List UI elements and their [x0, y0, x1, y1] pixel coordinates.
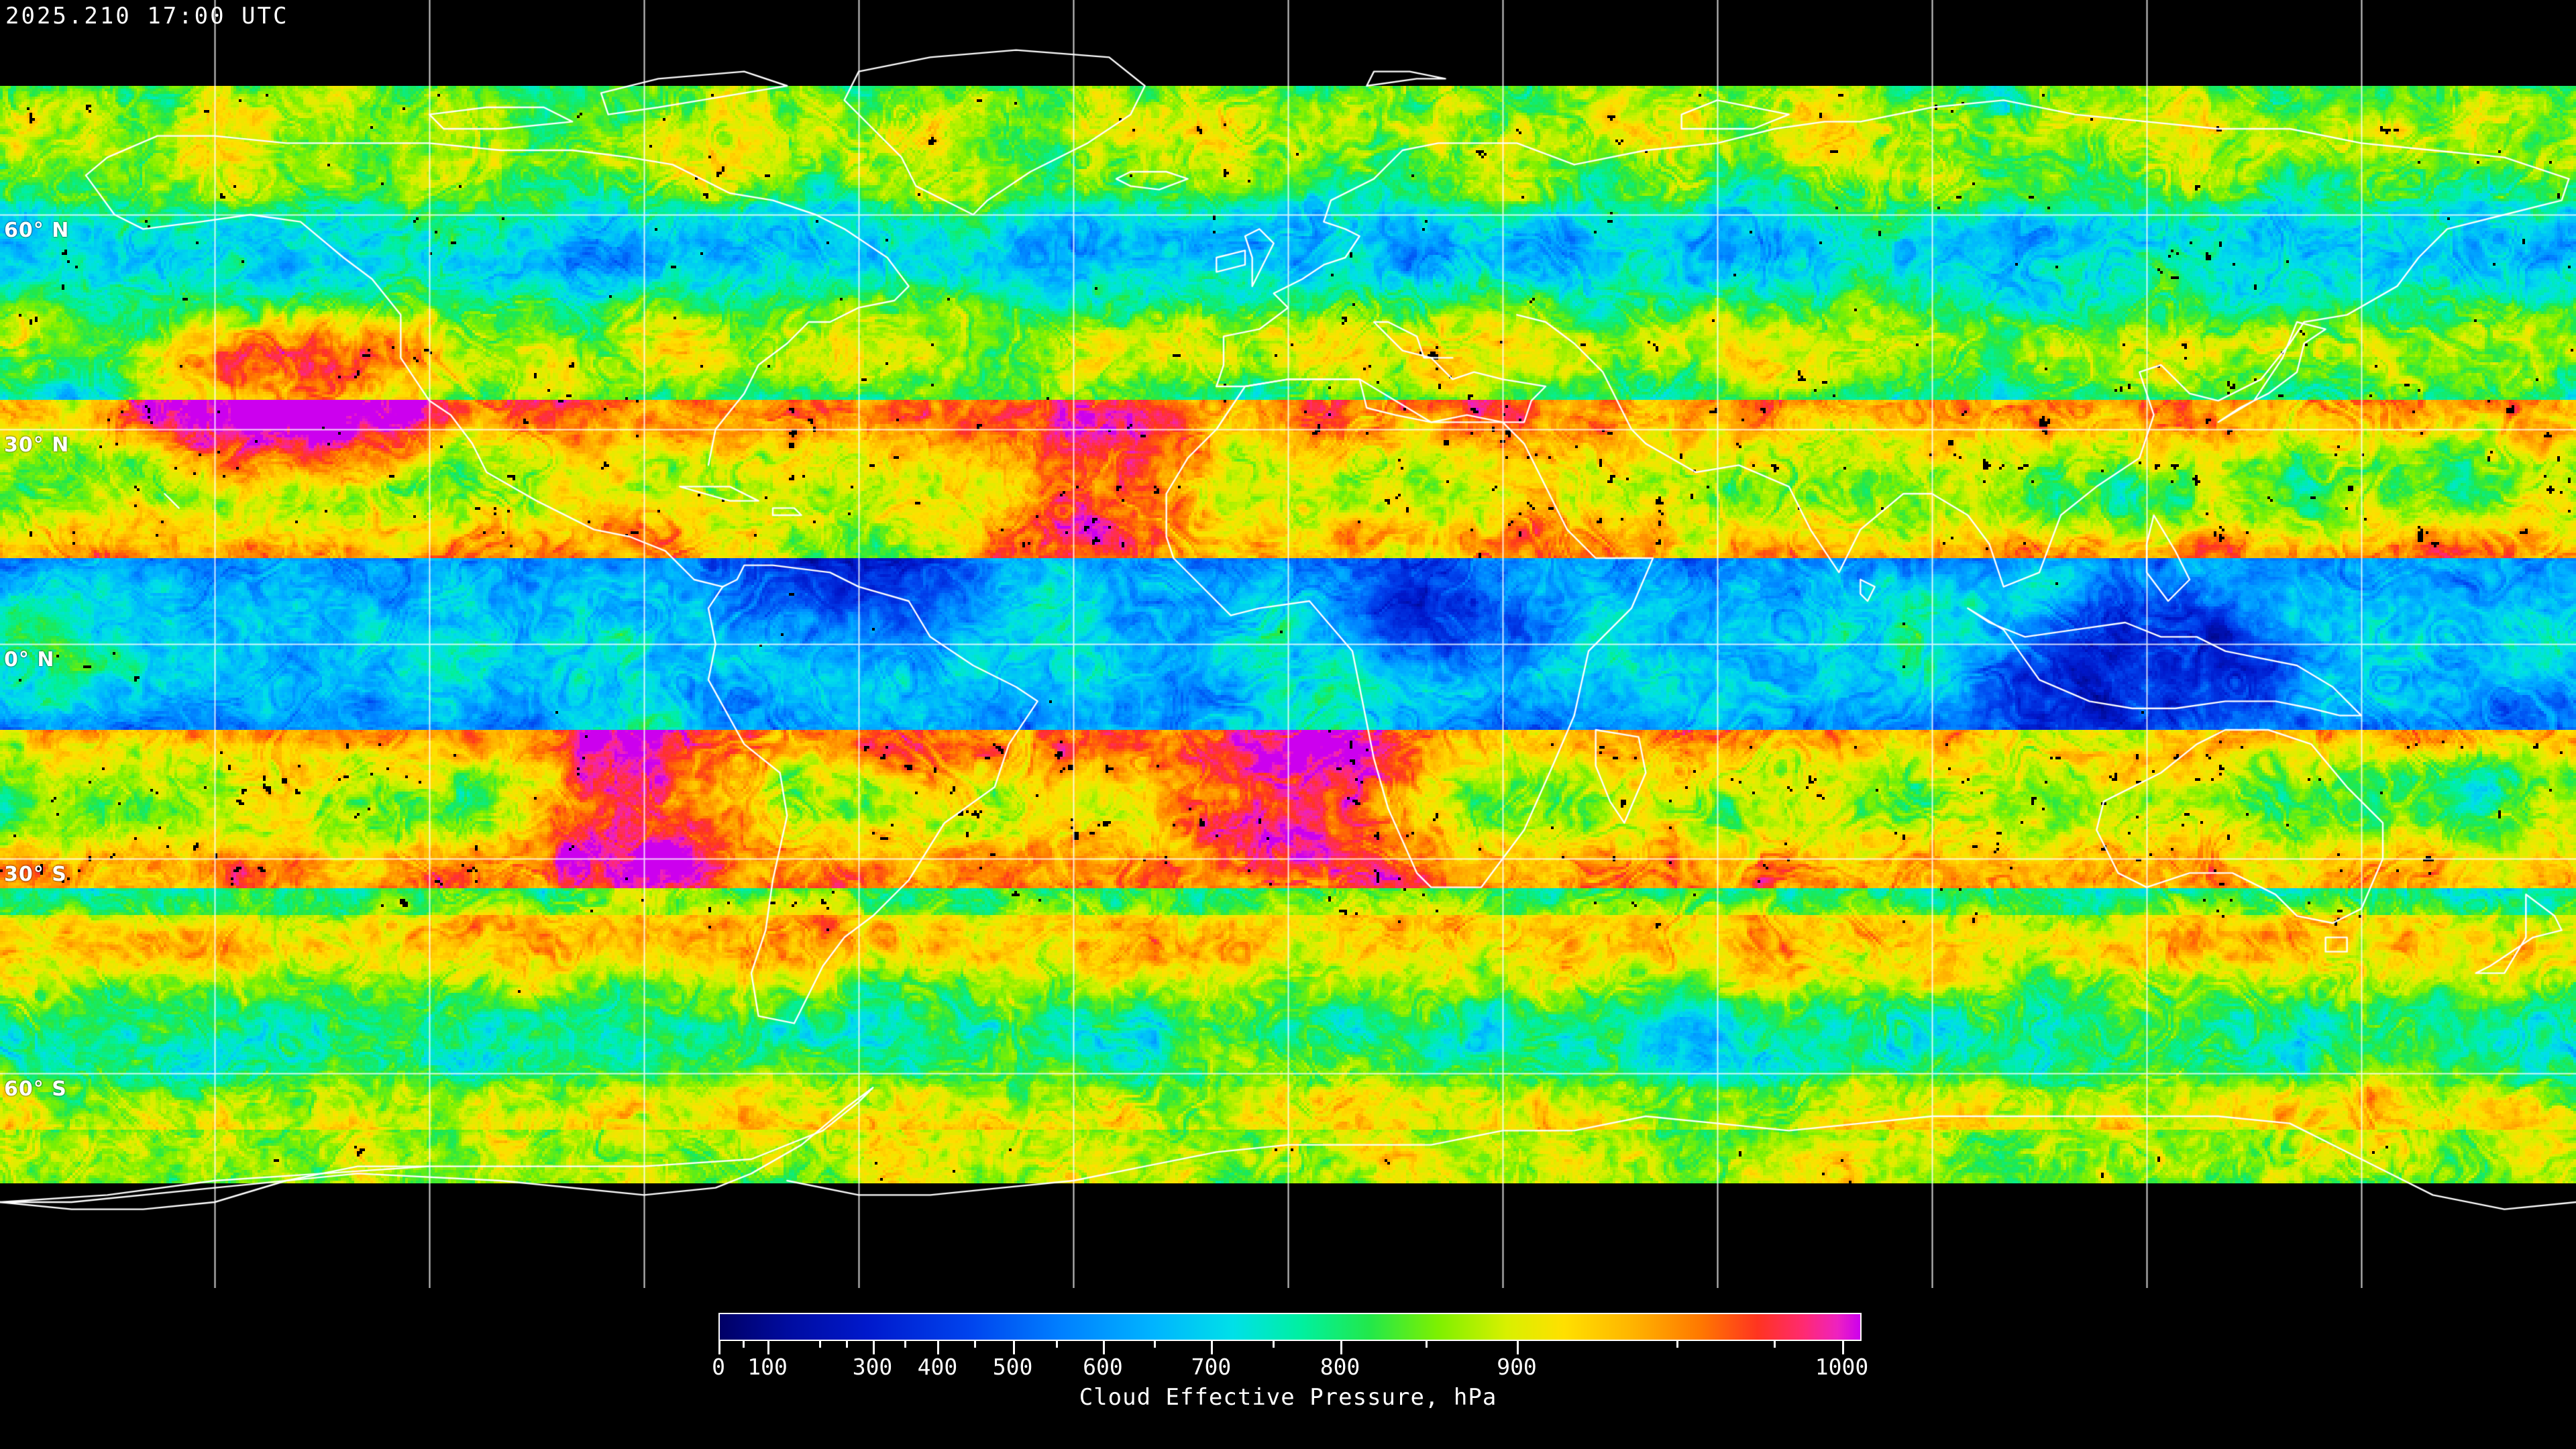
- colorbar-tick-minor: [1154, 1340, 1157, 1348]
- timestamp-label: 2025.210 17:00 UTC: [5, 3, 289, 30]
- colorbar-tick-minor: [846, 1340, 849, 1348]
- colorbar-tick-minor: [1056, 1340, 1059, 1348]
- colorbar-tick-minor: [1676, 1340, 1678, 1348]
- colorbar-tick-major: [1841, 1340, 1844, 1354]
- colorbar-tick-minor: [904, 1340, 907, 1348]
- colorbar-label-300: 300: [852, 1354, 893, 1380]
- map-panel[interactable]: [0, 0, 2576, 1288]
- colorbar-label-900: 900: [1497, 1354, 1537, 1380]
- colorbar-label-500: 500: [992, 1354, 1033, 1380]
- colorbar-tick-major: [1340, 1340, 1342, 1354]
- colorbar-tick-major: [718, 1340, 720, 1354]
- colorbar-tick-major: [1102, 1340, 1105, 1354]
- colorbar-label-100: 100: [747, 1354, 788, 1380]
- colorbar-tick-major: [1517, 1340, 1519, 1354]
- colorbar-tick-minor: [1273, 1340, 1275, 1348]
- colorbar-gradient[interactable]: [718, 1313, 1862, 1341]
- colorbar-tick-minor: [742, 1340, 745, 1348]
- colorbar-tick-major: [1211, 1340, 1214, 1354]
- colorbar-tick-major: [1012, 1340, 1015, 1354]
- colorbar-tick-major: [767, 1340, 770, 1354]
- colorbar-tick-major: [937, 1340, 940, 1354]
- lat-label-0: 0° N: [4, 648, 55, 672]
- colorbar-label-1000: 1000: [1815, 1354, 1869, 1380]
- colorbar-label-800: 800: [1320, 1354, 1360, 1380]
- colorbar-tick-labels: 0 100 300 400 500 600 700 800 900 1000: [712, 1354, 1868, 1381]
- colorbar-tick-major: [872, 1340, 875, 1354]
- cloud-pressure-raster[interactable]: [0, 0, 2576, 1288]
- colorbar-tick-minor: [818, 1340, 821, 1348]
- colorbar-label-700: 700: [1191, 1354, 1232, 1380]
- colorbar-label-0: 0: [712, 1354, 725, 1380]
- lat-label-60: 60° N: [4, 219, 70, 242]
- lat-label-30: 30° N: [4, 433, 70, 457]
- colorbar-tick-minor: [973, 1340, 976, 1348]
- lat-label-minus30: 30° S: [4, 863, 67, 886]
- colorbar-title: Cloud Effective Pressure, hPa: [1079, 1384, 1497, 1411]
- colorbar-ticks: [718, 1340, 1862, 1356]
- colorbar-tick-minor: [1773, 1340, 1776, 1348]
- lat-label-minus60: 60° S: [4, 1077, 67, 1101]
- colorbar-label-600: 600: [1083, 1354, 1123, 1380]
- colorbar-label-400: 400: [917, 1354, 958, 1380]
- colorbar-tick-minor: [1426, 1340, 1428, 1348]
